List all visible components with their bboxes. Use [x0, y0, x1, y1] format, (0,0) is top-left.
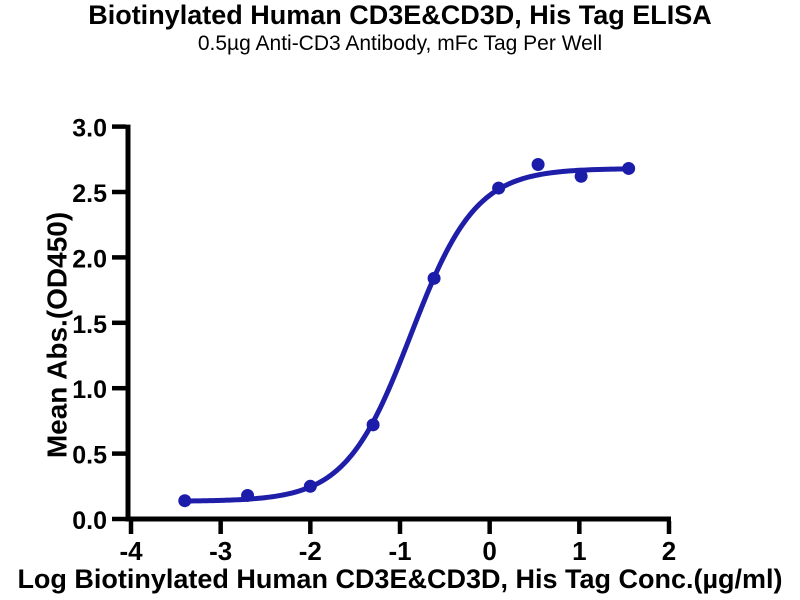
chart-subtitle: 0.5µg Anti-CD3 Antibody, mFc Tag Per Wel…	[198, 32, 602, 55]
x-tick-label: 0	[482, 536, 496, 566]
x-tick-label: -2	[299, 536, 322, 566]
y-axis-tick-labels: 0.0 0.5 1.0 1.5 2.0 2.5 3.0	[72, 115, 107, 535]
chart-title: Biotinylated Human CD3E&CD3D, His Tag EL…	[88, 0, 712, 30]
data-point	[427, 271, 441, 285]
x-tick-label: 1	[572, 536, 586, 566]
dose-response-curve	[182, 166, 632, 504]
data-point	[303, 479, 317, 493]
data-point	[178, 494, 192, 508]
y-tick-label: 1.0	[72, 376, 107, 404]
x-tick-label: -1	[388, 536, 411, 566]
data-point	[574, 169, 588, 183]
y-axis-ticks	[112, 124, 126, 522]
x-tick-label: 2	[662, 536, 676, 566]
x-tick-label: -3	[209, 536, 232, 566]
x-axis-label: Log Biotinylated Human CD3E&CD3D, His Ta…	[17, 564, 782, 594]
data-point	[531, 158, 545, 172]
data-point	[492, 181, 506, 195]
x-axis-tick-labels: -4 -3 -2 -1 0 1 2	[119, 536, 676, 566]
data-point	[366, 418, 380, 432]
y-tick-label: 0.0	[72, 507, 107, 535]
y-axis-label: Mean Abs.(OD450)	[42, 212, 73, 458]
y-tick-label: 0.5	[72, 442, 107, 470]
x-tick-label: -4	[119, 536, 143, 566]
y-tick-label: 2.0	[72, 245, 107, 273]
y-tick-label: 3.0	[72, 115, 107, 143]
y-tick-label: 1.5	[72, 311, 107, 339]
x-axis-ticks	[128, 521, 672, 534]
data-points	[178, 158, 636, 508]
data-point	[622, 161, 636, 175]
data-point	[241, 488, 255, 502]
axes	[125, 124, 671, 522]
y-tick-label: 2.5	[72, 180, 107, 208]
